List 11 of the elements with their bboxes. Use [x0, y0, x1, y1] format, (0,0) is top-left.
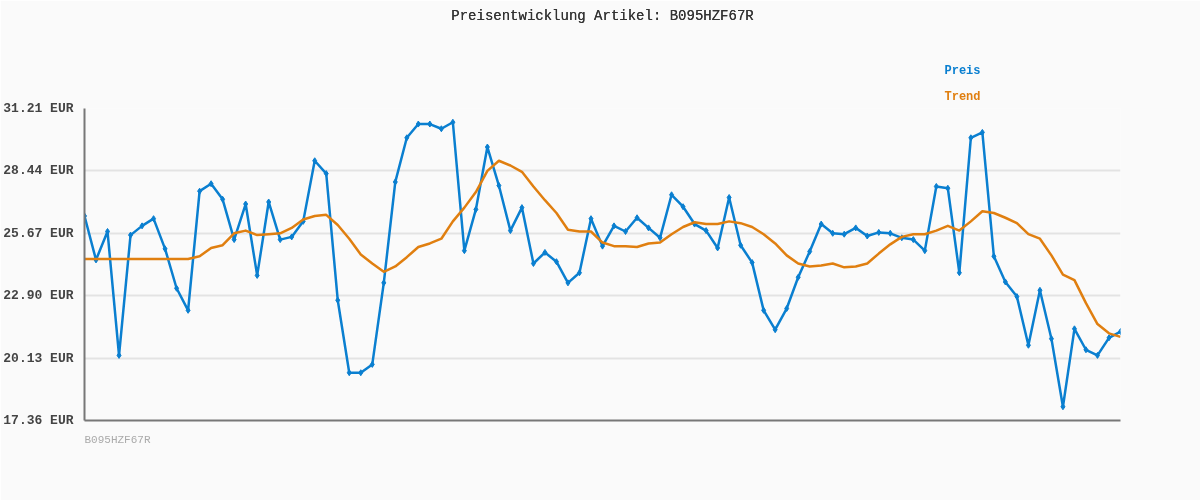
- y-tick-label: 20.13 EUR: [3, 350, 74, 366]
- y-tick-label: 28.44 EUR: [3, 163, 74, 179]
- y-tick-label: 31.21 EUR: [3, 101, 74, 116]
- text: Trend: [944, 89, 981, 104]
- line-series: [84, 159, 1121, 339]
- text: B095HZF67R: [84, 433, 151, 446]
- text: Preis: [944, 63, 981, 78]
- y-tick-label: 25.67 EUR: [3, 225, 74, 241]
- y-tick-label: 17.36 EUR: [3, 413, 74, 428]
- chart-title: Preisentwicklung Artikel: B095HZF67R: [451, 7, 755, 24]
- y-tick-label: 22.90 EUR: [3, 288, 74, 304]
